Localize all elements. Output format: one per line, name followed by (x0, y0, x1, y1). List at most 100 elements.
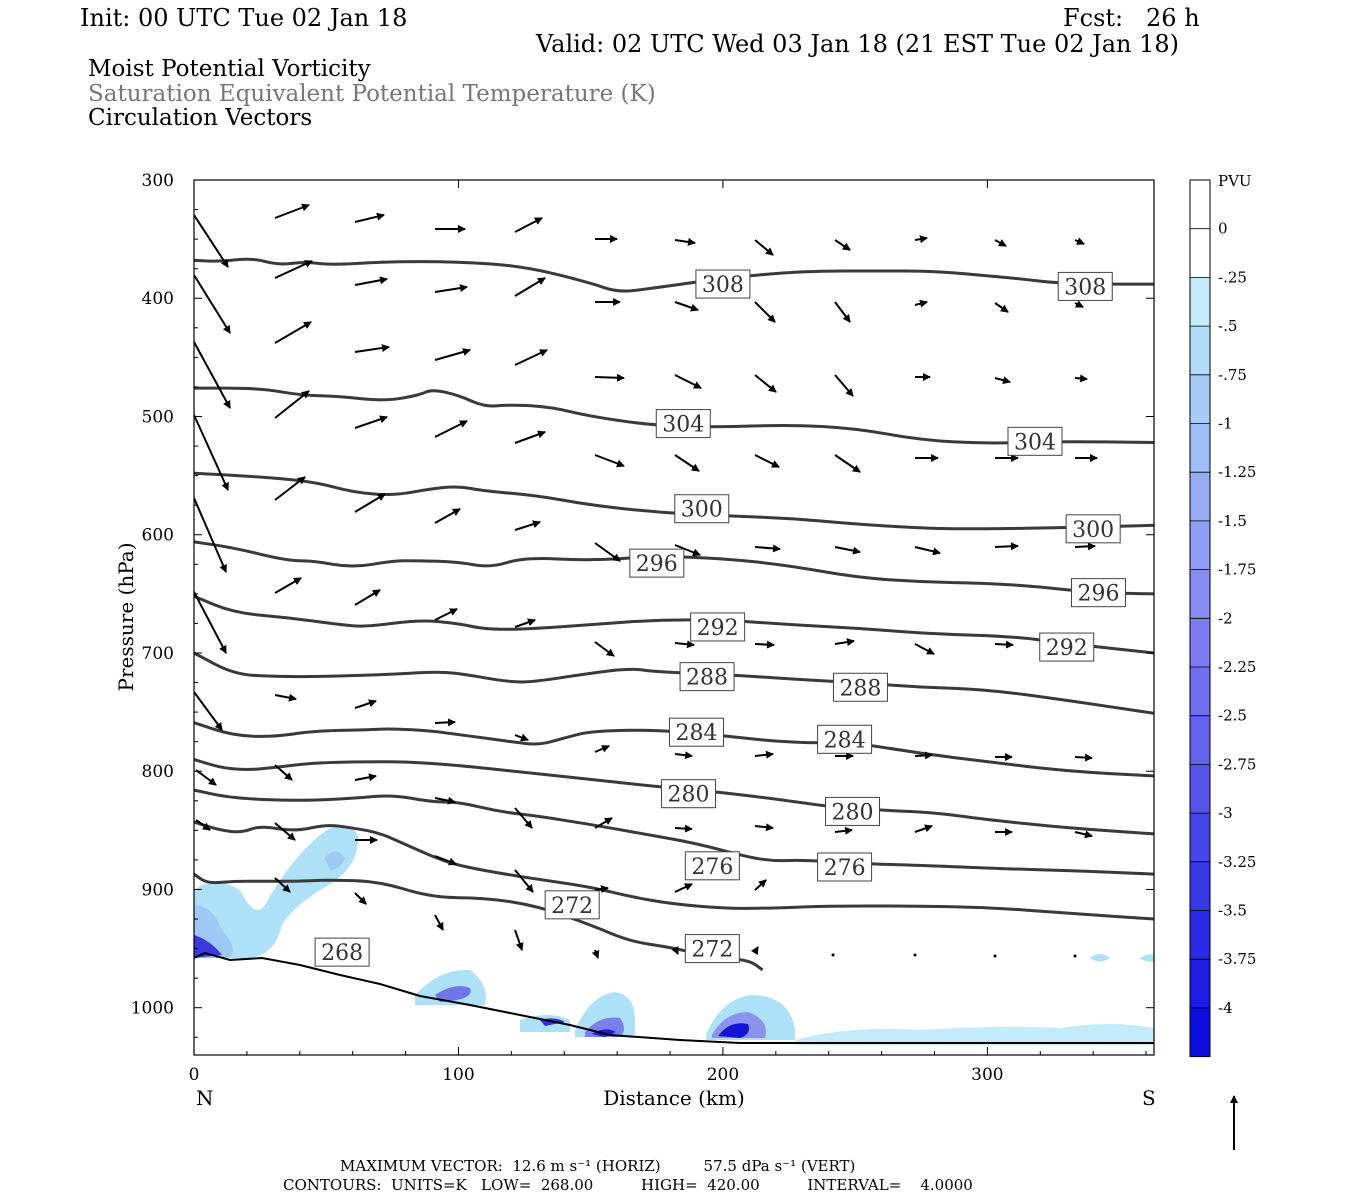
title-vectors: Circulation Vectors (88, 105, 313, 131)
colorbar-label: -3.75 (1218, 950, 1256, 968)
y-axis-label: Pressure (hPa) (114, 543, 138, 692)
contour-label: 296 (1077, 582, 1119, 607)
circulation-vectors (194, 203, 1098, 959)
contour-label-box (832, 672, 888, 702)
colorbar-label: -4 (1218, 999, 1233, 1017)
contour-label: 280 (668, 783, 710, 808)
contour-label: 308 (1064, 275, 1106, 300)
contour-label-box (1039, 632, 1095, 662)
colorbar-swatch (1190, 228, 1210, 278)
contour-label: 276 (824, 856, 866, 881)
contour-label: 296 (636, 552, 678, 577)
colorbar-swatch (1190, 1007, 1210, 1057)
terrain-line (193, 951, 1154, 1044)
contour-label: 308 (702, 273, 744, 298)
contour-label-box (695, 269, 751, 299)
y-tick-label: 400 (142, 289, 174, 309)
south-label: S (1142, 1086, 1156, 1110)
contour-label: 288 (839, 676, 881, 701)
contour-label-box (1070, 578, 1126, 608)
contour-label-box (1007, 426, 1063, 456)
colorbar-label: -.25 (1218, 268, 1247, 286)
pv-shading (194, 825, 1154, 1045)
contour-label: 292 (697, 616, 739, 641)
y-tick-label: 1000 (131, 999, 174, 1019)
contour-label: 284 (675, 721, 717, 746)
contour-label: 292 (1046, 636, 1088, 661)
contour-label: 300 (1072, 518, 1114, 543)
colorbar-swatch (1190, 374, 1210, 424)
valid-time: Valid: 02 UTC Wed 03 Jan 18 (21 EST Tue … (536, 30, 1180, 58)
colorbar-label: -1.5 (1218, 512, 1247, 530)
contour-label-box (825, 796, 881, 826)
y-tick-label: 500 (142, 407, 174, 427)
x-tick-label: 200 (707, 1065, 739, 1085)
colorbar-label: -1.25 (1218, 463, 1256, 481)
pv-colorbar: 0 -.25 -.5 -.75 -1 -1.25 -1.5 -1.75 -2 -2.25 -2.5 -… (1189, 179, 1256, 1058)
colorbar-swatch (1190, 910, 1210, 960)
y-tick-label: 800 (142, 762, 174, 782)
contour-272 (194, 820, 1154, 921)
contour-label-box (544, 890, 600, 920)
contour-label-box (690, 612, 746, 642)
colorbar-unit: PVU (1218, 172, 1252, 190)
forecast-hour: Fcst: 26 h (1063, 4, 1200, 32)
contour-label-box (629, 548, 685, 578)
contour-label: 304 (662, 413, 704, 438)
contour-label: 272 (691, 938, 733, 963)
north-label: N (196, 1086, 214, 1110)
y-tick-label: 300 (142, 171, 174, 191)
colorbar-label: -3.5 (1218, 902, 1247, 920)
contour-288 (194, 651, 1154, 715)
contour-304 (194, 386, 1154, 445)
contour-label-box (674, 494, 730, 524)
contour-280 (194, 757, 1154, 836)
colorbar-label: -2.5 (1218, 707, 1247, 725)
contour-label-box (684, 934, 740, 964)
colorbar-label: -3.25 (1218, 853, 1256, 871)
contour-label: 284 (824, 728, 866, 753)
contour-label: 276 (691, 855, 733, 880)
colorbar-swatch (1190, 667, 1210, 716)
colorbar-swatch (1190, 569, 1210, 619)
x-tick-label: 300 (971, 1065, 1003, 1085)
x-tick-label: 100 (442, 1065, 474, 1085)
contour-label-box (1057, 271, 1113, 301)
x-axis-label: Distance (km) (603, 1086, 745, 1110)
contour-276 (194, 788, 1154, 876)
cross-section-chart: 308 308 304 304 300 300 296 296 292 292 288 288 284 2… (114, 171, 1256, 1150)
colorbar-swatch (1190, 618, 1210, 667)
colorbar-label: 0 (1218, 220, 1228, 238)
colorbar-label: -.5 (1218, 317, 1237, 335)
y-tick-label: 600 (142, 526, 174, 546)
colorbar-label: -2 (1218, 609, 1233, 627)
contour-label-box (679, 662, 735, 692)
contour-296 (194, 540, 1154, 596)
colorbar-label: -1 (1218, 415, 1233, 433)
colorbar-label: -2.25 (1218, 658, 1256, 676)
axes: 0 100 200 300 300 400 500 600 700 800 900 1000 (131, 171, 1154, 1085)
contour-label: 268 (321, 941, 363, 966)
contour-300 (194, 471, 1154, 531)
colorbar-swatch (1190, 959, 1210, 1008)
reference-vector-key (1230, 1095, 1238, 1150)
colorbar-swatch (1190, 813, 1210, 862)
colorbar-swatch (1190, 472, 1210, 521)
plot-frame (193, 179, 1155, 1056)
contour-info: CONTOURS: UNITS=K LOW= 268.00 HIGH= 420.… (283, 1176, 973, 1194)
contour-label-box (314, 937, 370, 967)
max-vector-note: MAXIMUM VECTOR: 12.6 m s⁻¹ (HORIZ) 57.5 … (340, 1157, 856, 1175)
colorbar-swatch (1190, 764, 1210, 814)
colorbar-swatch (1190, 715, 1210, 765)
colorbar-swatch (1190, 520, 1210, 570)
y-tick-label: 900 (142, 880, 174, 900)
colorbar-swatch (1190, 861, 1210, 911)
colorbar-swatch (1190, 180, 1210, 229)
colorbar-label: -1.75 (1218, 561, 1256, 579)
contour-label-box (684, 851, 740, 881)
contour-label-box (668, 717, 724, 747)
y-tick-label: 700 (142, 644, 174, 664)
init-time: Init: 00 UTC Tue 02 Jan 18 (80, 4, 408, 32)
contour-284 (194, 721, 1154, 778)
colorbar-label: -3 (1218, 804, 1233, 822)
